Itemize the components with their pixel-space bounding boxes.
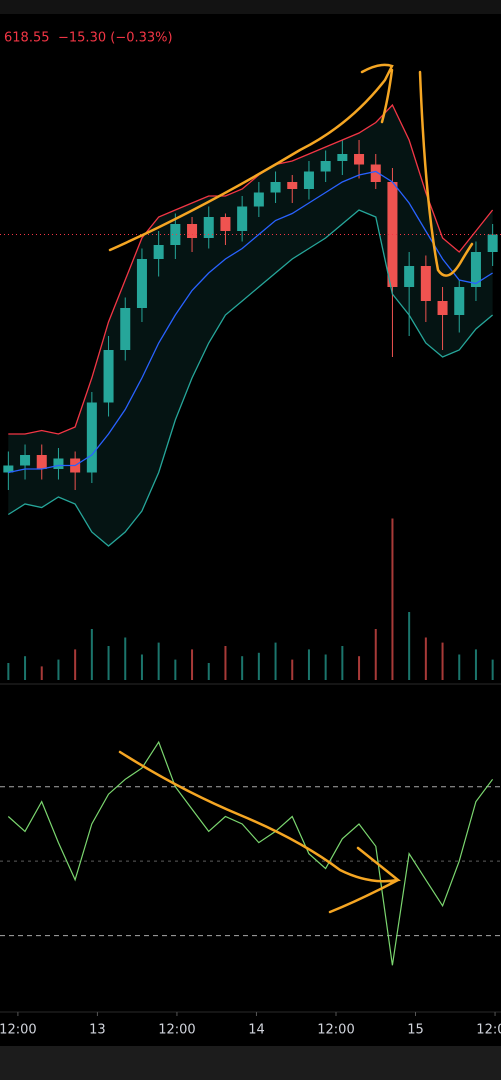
bottom-bar xyxy=(0,1046,501,1080)
x-tick-label: 12:00 xyxy=(0,1023,37,1038)
candle-body xyxy=(270,182,281,193)
band-line xyxy=(7,209,494,547)
candle-body xyxy=(203,217,214,238)
x-tick-label: 15 xyxy=(407,1023,424,1038)
candle-body xyxy=(153,245,164,259)
x-tick-label: 12:00 xyxy=(158,1023,195,1038)
hand-drawn-drop xyxy=(418,70,474,277)
volume-bar xyxy=(24,656,27,680)
volume-bar xyxy=(408,612,411,680)
candle-body xyxy=(287,182,298,189)
candle-body xyxy=(220,217,231,231)
volume-bar xyxy=(257,652,260,680)
candle-body xyxy=(103,350,114,403)
volume-bar xyxy=(157,642,160,680)
band-line xyxy=(8,103,494,435)
x-tick-label: 12:00 xyxy=(317,1023,354,1038)
candle-body xyxy=(354,154,365,165)
candle-body xyxy=(86,402,97,473)
change-text: −15.30 (−0.33%) xyxy=(58,31,173,46)
candle-body xyxy=(470,252,481,287)
volume-bar xyxy=(57,659,60,680)
candle-body xyxy=(370,164,381,182)
candle-body xyxy=(187,224,198,238)
volume-bar xyxy=(374,629,377,680)
volume-bar xyxy=(191,649,194,680)
candle-body xyxy=(487,234,498,252)
volume-bar xyxy=(291,659,294,680)
band-fill xyxy=(8,105,493,546)
volume-bar xyxy=(7,663,10,680)
volume-bar xyxy=(224,646,227,680)
volume-bar xyxy=(124,637,127,680)
x-tick-label: 14 xyxy=(248,1023,265,1038)
candle-body xyxy=(3,465,14,473)
volume-bar xyxy=(441,642,444,680)
candle-body xyxy=(53,458,64,469)
volume-bar xyxy=(74,649,77,680)
top-bar xyxy=(0,0,501,14)
candle-body xyxy=(136,259,147,308)
candle-body xyxy=(337,154,348,161)
candle-body xyxy=(437,301,448,315)
volume-bar xyxy=(474,649,477,680)
candle-body xyxy=(253,192,264,207)
candle-body xyxy=(120,308,131,350)
volume-bar xyxy=(174,659,177,680)
hand-drawn-divergence xyxy=(118,750,401,914)
volume-bar xyxy=(307,649,310,680)
candle-body xyxy=(20,455,31,466)
candle-body xyxy=(303,171,314,189)
volume-bar xyxy=(207,663,210,680)
volume-bar xyxy=(458,654,461,680)
hand-drawn-trend xyxy=(108,63,394,252)
x-tick-label: 12:00 xyxy=(476,1023,501,1038)
plot: 12:00 13 12:00 14 12:00 15 12:00 xyxy=(0,103,501,1038)
volume-bar xyxy=(107,646,110,680)
candle-body xyxy=(320,161,331,172)
volume-bar xyxy=(491,659,494,680)
candle-body xyxy=(420,266,431,301)
volume-bar xyxy=(424,637,427,680)
volume-bar xyxy=(358,656,361,680)
volume-bar xyxy=(274,642,277,680)
candle-body xyxy=(36,455,47,469)
candle-body xyxy=(170,224,181,245)
candle-body xyxy=(404,266,415,287)
volume-bar xyxy=(341,646,344,680)
volume-bar xyxy=(90,629,93,680)
rsi-line xyxy=(7,740,494,966)
volume-bar xyxy=(391,518,394,680)
price-text: 618.55 xyxy=(4,31,50,46)
volume-bar xyxy=(40,666,43,680)
candle-body xyxy=(237,206,248,231)
volume-bar xyxy=(324,654,327,680)
volume-bar xyxy=(241,656,244,680)
band-line xyxy=(8,170,493,474)
x-tick-label: 13 xyxy=(89,1023,106,1038)
candle-body xyxy=(454,287,465,315)
annotations xyxy=(108,63,474,914)
volume-bar xyxy=(140,654,143,680)
